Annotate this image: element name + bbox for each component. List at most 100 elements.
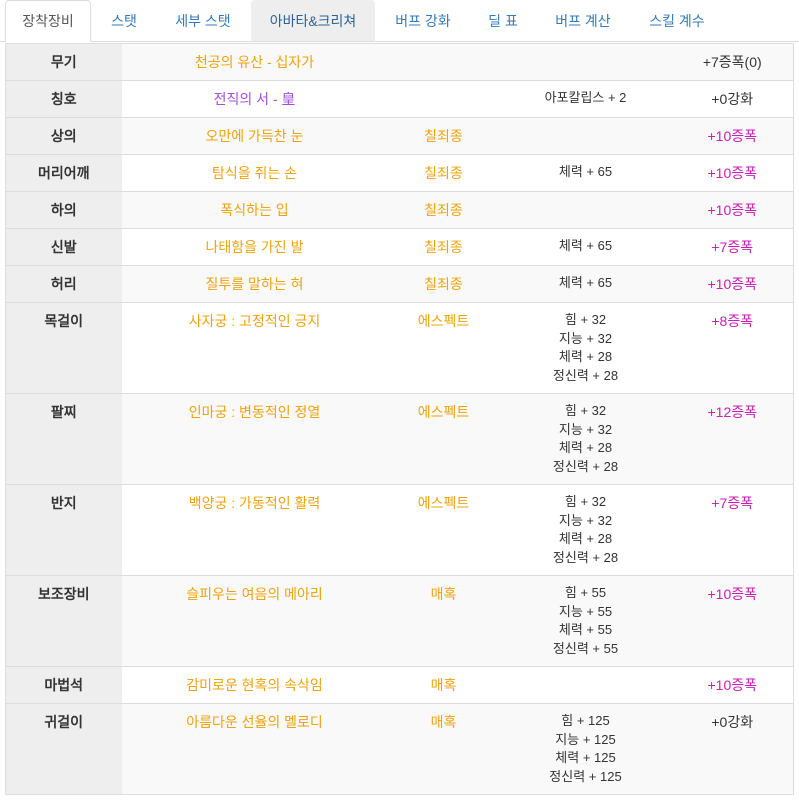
tab-avatar-creature[interactable]: 아바타&크리쳐 [251, 0, 375, 42]
tab-buff-calculation[interactable]: 버프 계산 [555, 13, 611, 29]
slot-label: 머리어깨 [5, 154, 122, 192]
stat-line: 정신력 + 28 [552, 549, 619, 565]
item-name: 사자궁 : 고정적인 긍지 [121, 302, 388, 394]
set-name: 매혹 [387, 703, 500, 795]
tab-skill-coefficients[interactable]: 스킬 계수 [649, 13, 705, 29]
slot-label: 마법석 [5, 666, 122, 704]
equipment-row-magic-stone: 마법석 감미로운 현혹의 속삭임 매혹 +10증폭 [5, 666, 794, 704]
set-name: 에스펙트 [387, 484, 500, 576]
stat-line: 정신력 + 125 [549, 768, 622, 784]
set-name: 에스펙트 [387, 393, 500, 485]
item-stats: 힘 + 55 지능 + 55 체력 + 55 정신력 + 55 [499, 575, 672, 667]
stat-line: 체력 + 55 [558, 622, 613, 637]
upgrade-level: +0강화 [671, 80, 794, 118]
set-name: 매혹 [387, 666, 500, 704]
slot-label: 신발 [5, 228, 122, 266]
stat-line: 힘 + 55 [564, 585, 607, 600]
item-stats: 힘 + 32 지능 + 32 체력 + 28 정신력 + 28 [499, 302, 672, 394]
equipment-row-ring: 반지 백양궁 : 가동적인 활력 에스펙트 힘 + 32 지능 + 32 체력 … [5, 484, 794, 576]
tab-equipped-gear[interactable]: 장착장비 [5, 0, 91, 42]
equipment-row-necklace: 목걸이 사자궁 : 고정적인 긍지 에스펙트 힘 + 32 지능 + 32 체력… [5, 302, 794, 394]
set-name: 칠죄종 [387, 191, 500, 229]
item-stats: 힘 + 32 지능 + 32 체력 + 28 정신력 + 28 [499, 484, 672, 576]
item-name: 질투를 말하는 혀 [121, 265, 388, 303]
item-stats: 힘 + 32 지능 + 32 체력 + 28 정신력 + 28 [499, 393, 672, 485]
equipment-row-sub-equipment: 보조장비 슬피우는 여음의 메아리 매혹 힘 + 55 지능 + 55 체력 +… [5, 575, 794, 667]
stat-line: 힘 + 32 [564, 312, 607, 327]
upgrade-level: +8증폭 [671, 302, 794, 394]
upgrade-level: +12증폭 [671, 393, 794, 485]
equipment-table: 무기 천공의 유산 - 십자가 +7증폭(0) 칭호 전직의 서 - 皇 아포칼… [5, 43, 794, 795]
stat-line: 지능 + 55 [558, 603, 613, 619]
item-stats: 체력 + 65 [499, 265, 672, 303]
tab-stats[interactable]: 스탯 [111, 13, 137, 29]
upgrade-level: +7증폭 [671, 484, 794, 576]
stat-line: 정신력 + 28 [552, 458, 619, 474]
set-name: 칠죄종 [387, 228, 500, 266]
equipment-row-bottoms: 하의 폭식하는 입 칠죄종 +10증폭 [5, 191, 794, 229]
tab-buff-enhancement[interactable]: 버프 강화 [395, 13, 451, 29]
equipment-row-head-shoulders: 머리어깨 탐식을 쥐는 손 칠죄종 체력 + 65 +10증폭 [5, 154, 794, 192]
slot-label: 반지 [5, 484, 122, 576]
set-name: 칠죄종 [387, 265, 500, 303]
upgrade-level: +10증폭 [671, 575, 794, 667]
item-stats [499, 191, 672, 229]
item-stats [499, 43, 672, 81]
upgrade-level: +10증폭 [671, 265, 794, 303]
stat-line: 체력 + 65 [558, 238, 613, 253]
item-name: 감미로운 현혹의 속삭임 [121, 666, 388, 704]
equipment-row-top: 상의 오만에 가득찬 눈 칠죄종 +10증폭 [5, 117, 794, 155]
equipment-row-earring: 귀걸이 아름다운 선율의 멜로디 매혹 힘 + 125 지능 + 125 체력 … [5, 703, 794, 795]
item-stats: 아포칼립스 + 2 [499, 80, 672, 118]
slot-label: 팔찌 [5, 393, 122, 485]
slot-label: 귀걸이 [5, 703, 122, 795]
slot-label: 허리 [5, 265, 122, 303]
item-name: 아름다운 선율의 멜로디 [121, 703, 388, 795]
equipment-row-shoes: 신발 나태함을 가진 발 칠죄종 체력 + 65 +7증폭 [5, 228, 794, 266]
equipment-row-bracelet: 팔찌 인마궁 : 변동적인 정열 에스펙트 힘 + 32 지능 + 32 체력 … [5, 393, 794, 485]
upgrade-level: +10증폭 [671, 154, 794, 192]
item-stats [499, 666, 672, 704]
stat-line: 체력 + 28 [558, 531, 613, 546]
item-name: 천공의 유산 - 십자가 [121, 43, 388, 81]
equipment-row-weapon: 무기 천공의 유산 - 십자가 +7증폭(0) [5, 43, 794, 81]
item-name: 인마궁 : 변동적인 정열 [121, 393, 388, 485]
upgrade-level: +0강화 [671, 703, 794, 795]
stat-line: 체력 + 28 [558, 349, 613, 364]
stat-line: 체력 + 125 [555, 750, 616, 765]
upgrade-level: +10증폭 [671, 666, 794, 704]
tab-detailed-stats[interactable]: 세부 스탯 [175, 13, 231, 29]
stat-line: 지능 + 32 [558, 421, 613, 437]
stat-line: 힘 + 32 [564, 403, 607, 418]
upgrade-level: +10증폭 [671, 117, 794, 155]
slot-label: 하의 [5, 191, 122, 229]
stat-line: 지능 + 125 [555, 731, 616, 747]
stat-line: 지능 + 32 [558, 512, 613, 528]
item-stats: 체력 + 65 [499, 228, 672, 266]
equipment-row-belt: 허리 질투를 말하는 혀 칠죄종 체력 + 65 +10증폭 [5, 265, 794, 303]
slot-label: 목걸이 [5, 302, 122, 394]
stat-line: 체력 + 28 [558, 440, 613, 455]
item-name: 오만에 가득찬 눈 [121, 117, 388, 155]
upgrade-level: +7증폭 [671, 228, 794, 266]
set-name [387, 80, 500, 118]
set-name [387, 43, 500, 81]
item-name: 나태함을 가진 발 [121, 228, 388, 266]
set-name: 매혹 [387, 575, 500, 667]
slot-label: 보조장비 [5, 575, 122, 667]
item-stats: 체력 + 65 [499, 154, 672, 192]
stat-line: 힘 + 32 [564, 494, 607, 509]
stat-line: 아포칼립스 + 2 [544, 90, 627, 105]
set-name: 칠죄종 [387, 117, 500, 155]
tab-bar: 장착장비 스탯 세부 스탯 아바타&크리쳐 버프 강화 딜 표 버프 계산 스킬… [0, 0, 799, 42]
tab-damage-table[interactable]: 딜 표 [488, 13, 518, 29]
item-name: 폭식하는 입 [121, 191, 388, 229]
stat-line: 힘 + 125 [561, 713, 610, 728]
item-name: 탐식을 쥐는 손 [121, 154, 388, 192]
slot-label: 상의 [5, 117, 122, 155]
stat-line: 체력 + 65 [558, 164, 613, 179]
set-name: 칠죄종 [387, 154, 500, 192]
equipment-row-title: 칭호 전직의 서 - 皇 아포칼립스 + 2 +0강화 [5, 80, 794, 118]
upgrade-level: +10증폭 [671, 191, 794, 229]
item-stats: 힘 + 125 지능 + 125 체력 + 125 정신력 + 125 [499, 703, 672, 795]
